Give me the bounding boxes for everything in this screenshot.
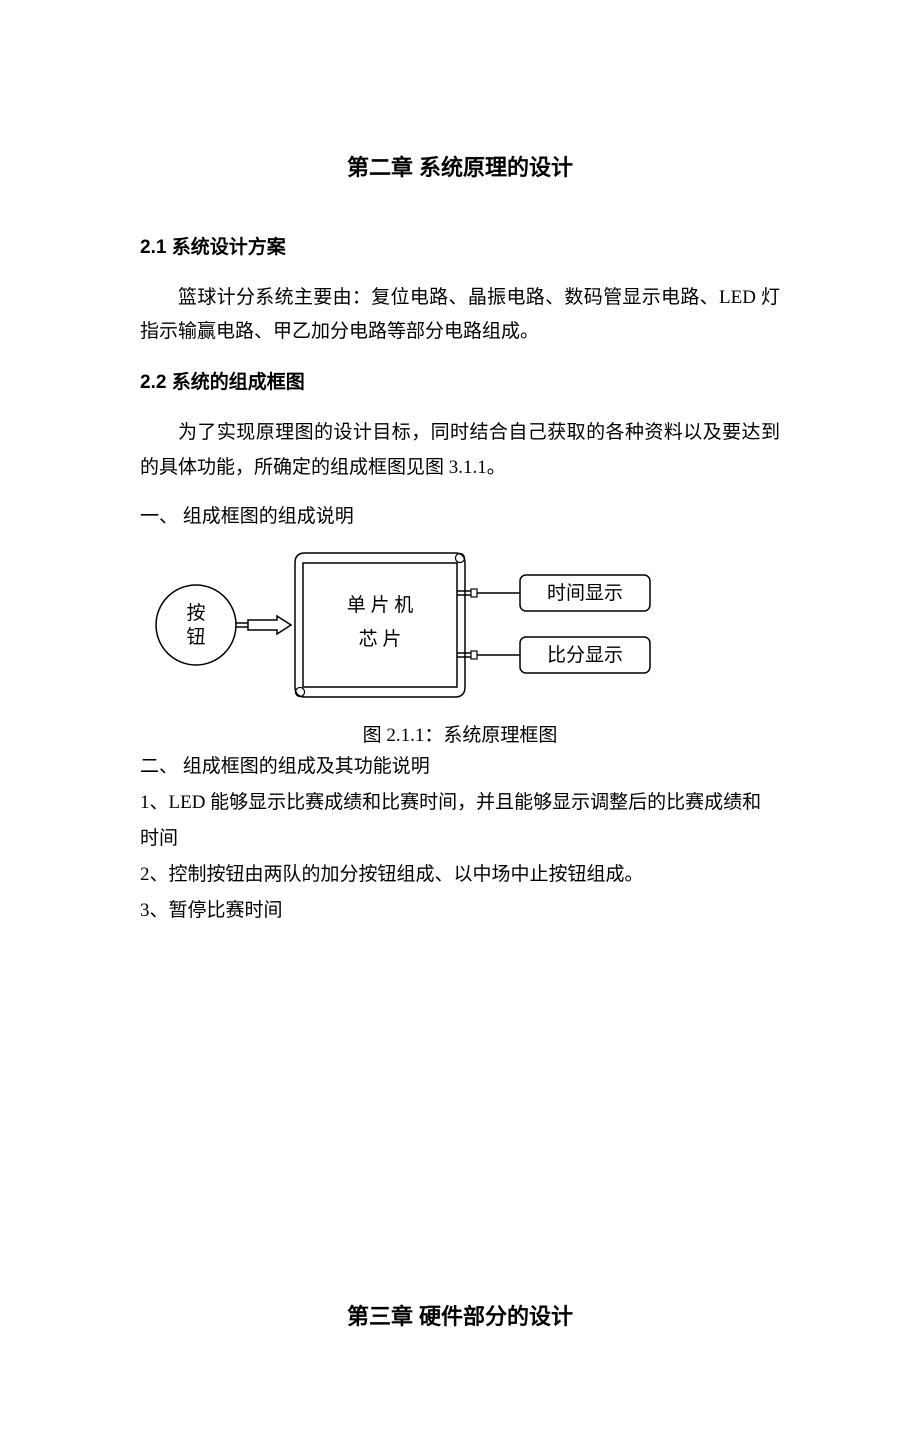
section-2-1-heading: 2.1 系统设计方案 (140, 232, 780, 259)
document-page: 第二章 系统原理的设计 2.1 系统设计方案 篮球计分系统主要由：复位电路、晶振… (0, 0, 920, 1441)
system-block-diagram: 按钮 单 片 机芯 片 时间显示比分显示 (140, 545, 780, 710)
diagram-caption: 图 2.1.1：系统原理框图 (140, 720, 780, 747)
chapter-3-title: 第三章 硬件部分的设计 (140, 1299, 780, 1331)
outline-item-1: 一、 组成框图的组成说明 (140, 499, 780, 535)
list-item-2: 2、控制按钮由两队的加分按钮组成、以中场中止按钮组成。 (140, 857, 780, 893)
svg-text:芯 片: 芯 片 (359, 628, 402, 650)
list-item-1: 1、LED 能够显示比赛成绩和比赛时间，并且能够显示调整后的比赛成绩和时间 (140, 785, 780, 857)
section-2-2-heading: 2.2 系统的组成框图 (140, 367, 780, 394)
vertical-spacer (140, 929, 780, 1299)
svg-text:钮: 钮 (186, 626, 205, 648)
svg-text:时间显示: 时间显示 (547, 582, 623, 604)
list-item-3: 3、暂停比赛时间 (140, 893, 780, 929)
svg-text:比分显示: 比分显示 (547, 644, 623, 666)
section-2-1-paragraph: 篮球计分系统主要由：复位电路、晶振电路、数码管显示电路、LED 灯指示输赢电路、… (140, 281, 780, 349)
flowchart-svg: 按钮 单 片 机芯 片 时间显示比分显示 (140, 545, 660, 705)
svg-text:按: 按 (186, 602, 205, 624)
svg-text:单 片 机: 单 片 机 (347, 594, 414, 616)
chapter-2-title: 第二章 系统原理的设计 (140, 150, 780, 182)
section-2-2-paragraph: 为了实现原理图的设计目标，同时结合自己获取的各种资料以及要达到的具体功能，所确定… (140, 416, 780, 484)
outline-item-2: 二、 组成框图的组成及其功能说明 (140, 749, 780, 785)
